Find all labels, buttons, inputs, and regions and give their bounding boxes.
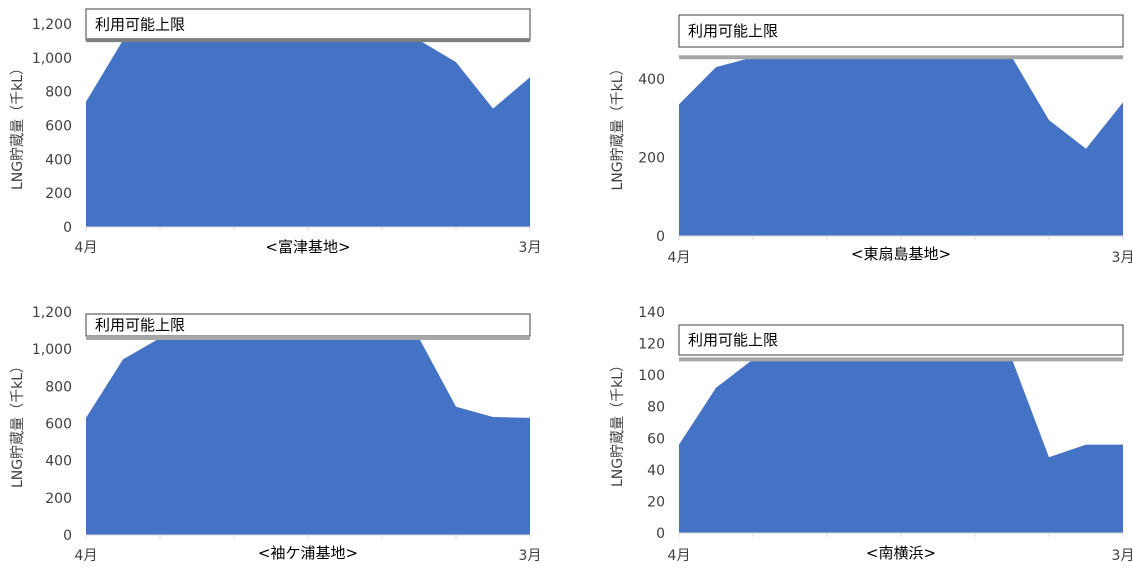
chart-panel-1: 0 200 400 600 800 1,000 1,200 LNG貯蔵量（千kL） 利用可能上限… xyxy=(10,8,542,256)
limit-label-box xyxy=(85,8,531,41)
x-axis-label: <富津基地> xyxy=(265,238,350,256)
x-axis-label: <南横浜> xyxy=(866,544,936,562)
y-tick-label: 0 xyxy=(63,220,72,236)
y-tick-label: 600 xyxy=(45,119,72,135)
storage-area xyxy=(679,57,1123,236)
chart-panel-2: 0 200 400 LNG貯蔵量（千kL） 利用可能上限 4月 3月 <東扇島基地> xyxy=(610,14,1133,266)
y-tick-label: 80 xyxy=(647,400,665,416)
y-tick-label: 0 xyxy=(63,528,72,544)
y-tick-label: 400 xyxy=(45,454,72,470)
storage-area xyxy=(86,338,530,535)
x-tick-label-end: 3月 xyxy=(1112,548,1133,564)
y-tick-label: 0 xyxy=(656,229,665,245)
y-tick-label: 1,000 xyxy=(32,51,72,67)
x-tick-label-start: 4月 xyxy=(75,548,98,564)
y-tick-label: 60 xyxy=(647,431,665,447)
y-tick-label: 200 xyxy=(45,186,72,202)
x-axis-label: <袖ケ浦基地> xyxy=(258,544,358,562)
x-tick-label-start: 4月 xyxy=(75,240,98,256)
y-axis-label: LNG貯蔵量（千kL） xyxy=(10,61,26,190)
y-axis-label: LNG貯蔵量（千kL） xyxy=(610,358,626,487)
y-tick-label: 140 xyxy=(638,305,665,321)
x-tick-label-end: 3月 xyxy=(519,240,542,256)
y-tick-label: 200 xyxy=(638,150,665,166)
y-axis-label: LNG貯蔵量（千kL） xyxy=(10,359,26,488)
y-tick-label: 200 xyxy=(45,491,72,507)
y-tick-label: 1,200 xyxy=(32,305,72,321)
y-axis-label: LNG貯蔵量（千kL） xyxy=(610,61,626,190)
chart-panel-4: 0 20 40 60 80 100 120 140 LNG貯蔵量（千kL） 利用可能上限 4月 3月 <… xyxy=(610,305,1133,564)
y-tick-label: 400 xyxy=(45,152,72,168)
y-tick-label: 600 xyxy=(45,417,72,433)
storage-area xyxy=(679,359,1123,533)
y-tick-label: 100 xyxy=(638,368,665,384)
y-tick-label: 800 xyxy=(45,85,72,101)
y-tick-label: 400 xyxy=(638,72,665,88)
storage-area xyxy=(86,40,530,227)
y-tick-label: 40 xyxy=(647,463,665,479)
limit-label-box xyxy=(678,14,1124,48)
chart-panel-3: 0 200 400 600 800 1,000 1,200 LNG貯蔵量（千kL） 利用可能上限… xyxy=(10,305,541,564)
limit-label-box xyxy=(85,313,531,337)
x-axis-label: <東扇島基地> xyxy=(851,245,951,263)
limit-label: 利用可能上限 xyxy=(95,316,185,334)
limit-label-box xyxy=(678,324,1124,356)
limit-label: 利用可能上限 xyxy=(95,16,185,34)
limit-label: 利用可能上限 xyxy=(688,22,778,40)
y-tick-label: 1,000 xyxy=(32,342,72,358)
x-tick-label-start: 4月 xyxy=(668,548,691,564)
y-tick-label: 120 xyxy=(638,337,665,353)
y-tick-label: 1,200 xyxy=(32,17,72,33)
x-tick-label-end: 3月 xyxy=(519,548,542,564)
x-tick-label-start: 4月 xyxy=(668,250,691,266)
y-tick-label: 800 xyxy=(45,379,72,395)
y-tick-label: 20 xyxy=(647,494,665,510)
x-tick-label-end: 3月 xyxy=(1112,250,1133,266)
limit-label: 利用可能上限 xyxy=(688,331,778,349)
y-tick-label: 0 xyxy=(656,526,665,542)
